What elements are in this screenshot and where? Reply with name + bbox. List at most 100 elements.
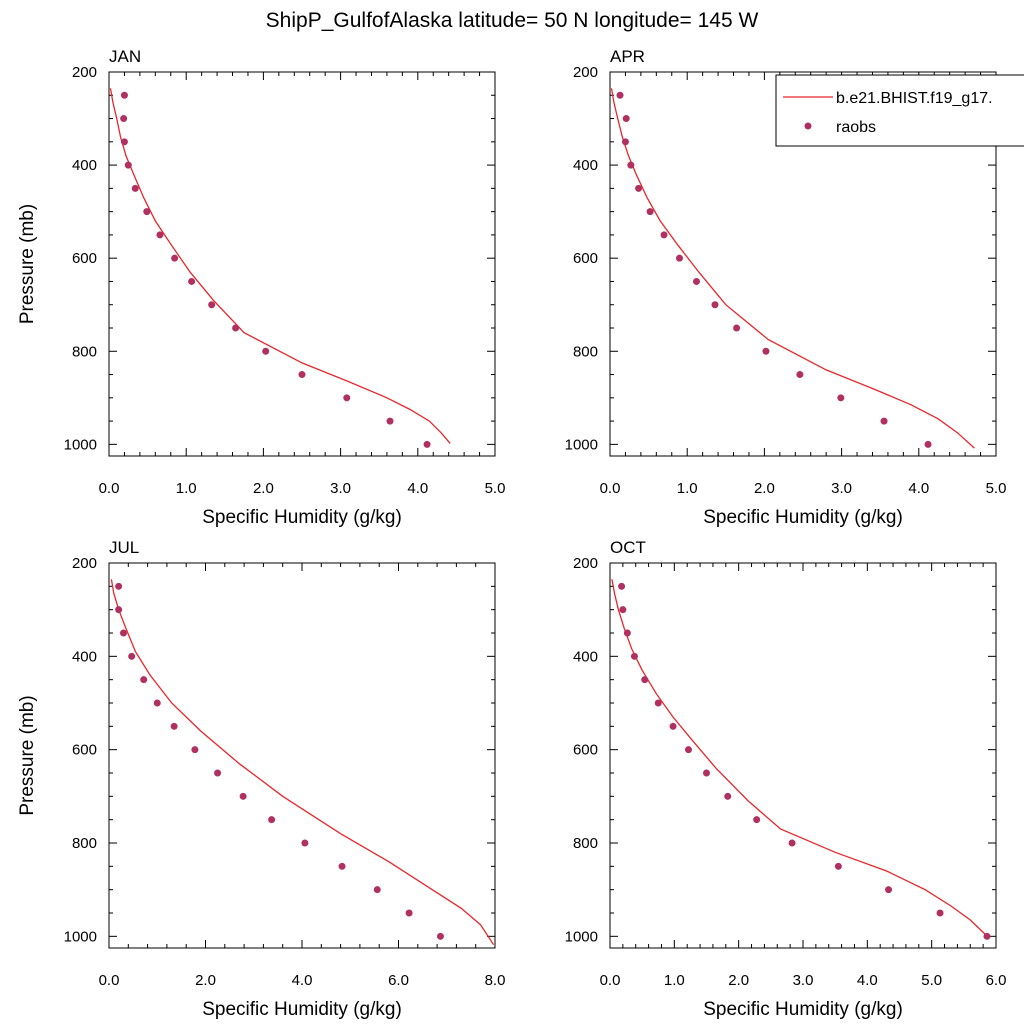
obs-point <box>724 792 732 800</box>
panel-jan: JAN 0.0 1.0 2.0 3.0 4.0 5.0 200 400 600 800 1000 Spe… <box>17 47 505 528</box>
obs-point <box>834 862 842 870</box>
obs-point <box>669 722 677 730</box>
y-tick-label: 1000 <box>565 436 598 453</box>
panel-title: JUL <box>109 538 139 557</box>
legend-model-label: b.e21.BHIST.f19_g17. <box>836 90 993 107</box>
x-tick-label: 0.0 <box>99 972 120 989</box>
panel-title: OCT <box>610 538 646 557</box>
plot-frame <box>609 562 997 949</box>
plot-frame <box>108 562 496 949</box>
obs-point <box>936 909 944 917</box>
panels: JAN 0.0 1.0 2.0 3.0 4.0 5.0 200 400 600 800 1000 Spe… <box>17 47 1006 1020</box>
obs-point <box>837 394 845 402</box>
obs-point <box>124 161 132 169</box>
x-tick-label: 1.0 <box>677 480 698 497</box>
obs-point <box>268 816 276 824</box>
x-tick-label: 4.0 <box>908 480 929 497</box>
panel-title: JAN <box>109 47 141 66</box>
obs-point <box>983 932 991 940</box>
y-tick-label: 800 <box>72 343 97 360</box>
model-line <box>109 88 451 444</box>
obs-point <box>623 629 631 637</box>
x-axis-label: Specific Humidity (g/kg) <box>703 999 903 1020</box>
obs-point <box>153 699 161 707</box>
legend: b.e21.BHIST.f19_g17. raobs <box>775 74 1024 147</box>
x-tick-label: 1.0 <box>176 480 197 497</box>
obs-point <box>239 792 247 800</box>
x-tick-label: 5.0 <box>921 972 942 989</box>
y-tick-label: 600 <box>72 250 97 267</box>
obs-point <box>188 277 196 285</box>
y-tick-label: 200 <box>72 64 97 81</box>
x-tick-label: 2.0 <box>253 480 274 497</box>
obs-point <box>711 301 719 309</box>
obs-point <box>405 909 413 917</box>
obs-point <box>762 347 770 355</box>
x-tick-label: 0.0 <box>600 480 621 497</box>
obs-point <box>262 347 270 355</box>
obs-point <box>140 676 148 684</box>
model-line <box>611 579 987 936</box>
x-tick-label: 4.0 <box>857 972 878 989</box>
x-tick-label: 1.0 <box>664 972 685 989</box>
obs-point <box>630 652 638 660</box>
obs-point <box>373 886 381 894</box>
obs-point <box>120 138 128 146</box>
y-tick-label: 400 <box>573 648 598 665</box>
obs-point <box>703 769 710 777</box>
y-tick-label: 400 <box>72 648 97 665</box>
obs-point <box>692 277 700 285</box>
y-tick-label: 400 <box>573 157 598 174</box>
obs-point <box>386 417 394 425</box>
legend-obs-label: raobs <box>836 119 876 136</box>
obs-point <box>170 722 178 730</box>
obs-point <box>436 932 444 940</box>
y-tick-label: 1000 <box>64 436 97 453</box>
obs-point <box>684 746 692 754</box>
y-tick-label: 600 <box>573 250 598 267</box>
obs-point <box>885 886 893 894</box>
x-tick-label: 2.0 <box>754 480 775 497</box>
x-tick-label: 3.0 <box>831 480 852 497</box>
obs-point <box>796 371 804 379</box>
obs-point <box>338 862 346 870</box>
obs-point <box>423 440 431 448</box>
obs-point <box>298 371 306 379</box>
obs-point <box>733 324 741 332</box>
obs-point <box>128 652 136 660</box>
obs-point <box>232 324 240 332</box>
obs-point <box>753 816 761 824</box>
obs-point <box>788 839 796 847</box>
legend-obs-marker <box>804 122 812 130</box>
obs-point <box>301 839 309 847</box>
obs-point <box>627 161 635 169</box>
obs-point <box>119 629 127 637</box>
y-axis-label: Pressure (mb) <box>17 204 38 324</box>
obs-point <box>618 582 626 590</box>
obs-point <box>120 91 128 99</box>
obs-point <box>924 440 932 448</box>
x-axis-label: Specific Humidity (g/kg) <box>703 507 903 528</box>
obs-point <box>641 676 649 684</box>
x-tick-label: 2.0 <box>728 972 749 989</box>
panel-jul: JUL 0.0 2.0 4.0 6.0 8.0 200 400 600 800 1000 Specif… <box>17 538 505 1020</box>
y-tick-label: 600 <box>72 742 97 759</box>
figure-title: ShipP_GulfofAlaska latitude= 50 N longit… <box>266 9 759 32</box>
obs-point <box>654 699 662 707</box>
x-tick-label: 2.0 <box>195 972 216 989</box>
x-tick-label: 8.0 <box>485 972 506 989</box>
legend-box <box>775 74 1024 147</box>
x-tick-label: 6.0 <box>986 972 1007 989</box>
panel-apr: APR 0.0 1.0 2.0 3.0 4.0 5.0 200 400 600 800 1000 Spe… <box>565 47 1007 528</box>
x-tick-label: 6.0 <box>388 972 409 989</box>
obs-point <box>635 184 643 192</box>
obs-point <box>171 254 179 262</box>
x-tick-label: 4.0 <box>292 972 313 989</box>
obs-point <box>115 606 123 614</box>
obs-point <box>646 208 654 216</box>
y-tick-label: 200 <box>573 64 598 81</box>
x-tick-label: 3.0 <box>793 972 814 989</box>
x-tick-label: 5.0 <box>986 480 1007 497</box>
obs-point <box>616 91 624 99</box>
x-tick-label: 0.0 <box>600 972 621 989</box>
